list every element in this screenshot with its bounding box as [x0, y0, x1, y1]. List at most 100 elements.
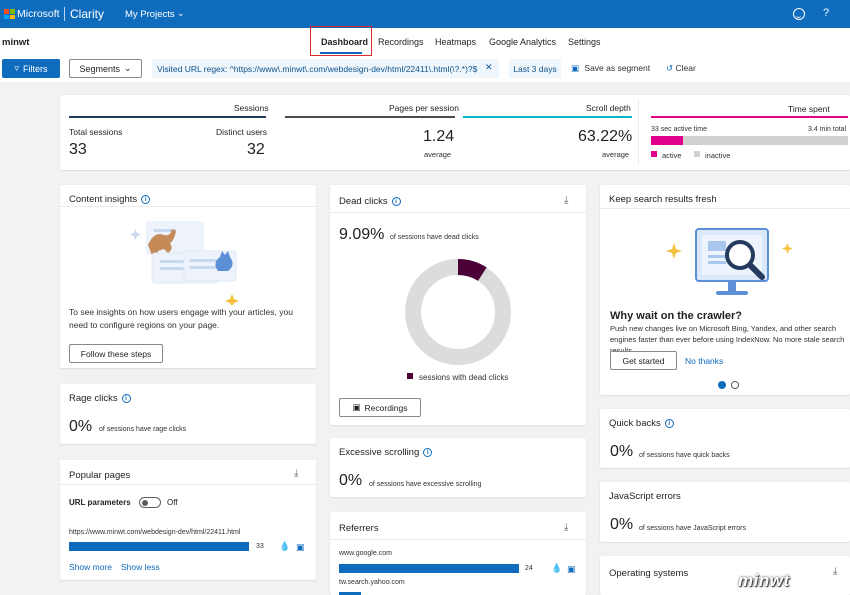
active-tab-indicator — [320, 52, 362, 54]
content-insights-text: To see insights on how users engage with… — [69, 307, 293, 330]
brand-label: Microsoft — [17, 8, 60, 20]
download-icon[interactable]: ⤓ — [833, 566, 838, 577]
scroll-depth-header: Scroll depth — [586, 103, 631, 113]
total-sessions-label: Total sessions — [69, 127, 123, 137]
divider — [600, 208, 850, 209]
close-icon[interactable]: ✕ — [485, 62, 493, 72]
tab-settings[interactable]: Settings — [568, 37, 601, 47]
popular-pages-card: Popular pages ⤓ URL parameters Off https… — [60, 460, 316, 580]
search-results-card: Keep search results fresh Why wait on th… — [600, 185, 850, 395]
quick-backs-value: 0% — [610, 443, 634, 460]
crawler-illustration — [666, 228, 793, 295]
no-thanks-link[interactable]: No thanks — [685, 356, 724, 366]
scroll-bar — [463, 116, 632, 118]
segments-button-label: Segments — [79, 63, 120, 74]
legend-swatch — [407, 373, 413, 379]
referrer-name[interactable]: www.google.com — [339, 550, 392, 557]
referrer-count: 24 — [525, 565, 533, 572]
info-icon[interactable]: i — [141, 194, 151, 204]
info-icon[interactable]: i — [423, 447, 433, 457]
video-icon: ▣ — [352, 402, 361, 412]
time-bar — [651, 116, 848, 118]
info-icon[interactable]: i — [664, 418, 674, 428]
quick-backs-title-text: Quick backs — [609, 418, 661, 429]
dead-clicks-donut — [405, 259, 511, 365]
total-time-label: 3.4 min total — [808, 126, 847, 133]
tab-heatmaps[interactable]: Heatmaps — [435, 37, 477, 47]
feedback-smiley-icon[interactable] — [793, 8, 805, 20]
info-icon[interactable]: i — [391, 196, 401, 206]
rage-clicks-sub: of sessions have rage clicks — [99, 426, 187, 433]
show-more-link[interactable]: Show more — [69, 562, 112, 572]
heatmap-drop-icon[interactable]: 💧 — [279, 541, 291, 551]
quick-backs-card: Quick backs i 0% of sessions have quick b… — [600, 409, 850, 468]
recording-video-icon[interactable]: ▣ — [567, 564, 576, 574]
sessions-bar — [69, 116, 266, 118]
carousel-dot-active[interactable] — [718, 381, 726, 389]
distinct-users-value: 32 — [247, 141, 265, 158]
legend-inactive-swatch — [694, 151, 700, 157]
excessive-scrolling-title: Excessive scrolling i — [339, 447, 433, 458]
tab-google-analytics[interactable]: Google Analytics — [489, 37, 557, 47]
dead-clicks-value: 9.09% — [339, 226, 385, 243]
javascript-errors-card: JavaScript errors 0% of sessions have Ja… — [600, 482, 850, 542]
recording-video-icon[interactable]: ▣ — [296, 542, 305, 552]
download-icon[interactable]: ⤓ — [564, 195, 569, 206]
undo-icon: ↺ — [666, 63, 674, 73]
active-time-label: 33 sec active time — [651, 126, 708, 133]
operating-systems-card: Operating systems ⤓ — [600, 556, 850, 595]
segments-button[interactable]: Segments ⌄ — [69, 59, 142, 78]
heatmap-drop-icon[interactable]: 💧 — [551, 563, 563, 573]
carousel-dot[interactable] — [731, 381, 739, 389]
dead-clicks-title-text: Dead clicks — [339, 196, 388, 207]
download-icon[interactable]: ⤓ — [564, 522, 569, 533]
highlight-box — [310, 26, 372, 56]
donut-dead-clicks-slice[interactable] — [458, 259, 487, 281]
show-less-link[interactable]: Show less — [121, 562, 160, 572]
get-started-button[interactable]: Get started — [610, 351, 677, 370]
content-insights-title-text: Content insights — [69, 194, 138, 205]
quick-backs-title: Quick backs i — [609, 418, 674, 429]
filters-button-label: Filters — [23, 63, 48, 74]
clear-label: Clear — [675, 63, 696, 73]
toggle-state-label: Off — [167, 498, 178, 507]
dead-clicks-legend: sessions with dead clicks — [419, 373, 509, 382]
popular-page-count: 33 — [256, 543, 264, 550]
brand-divider — [64, 7, 65, 21]
help-icon[interactable]: ? — [823, 7, 830, 19]
insights-illustration — [130, 221, 239, 305]
date-filter-chip[interactable]: Last 3 days — [509, 59, 561, 78]
divider — [330, 212, 586, 213]
save-segment-button[interactable]: ▣ Save as segment — [571, 63, 650, 74]
filter-icon: ▿ — [14, 63, 20, 73]
sessions-header: Sessions — [234, 103, 269, 113]
popular-page-url[interactable]: https://www.minwt.com/webdesign-dev/html… — [69, 529, 241, 536]
distinct-users-label: Distinct users — [216, 127, 268, 137]
content-insights-title: Content insights i — [69, 194, 151, 205]
tab-dashboard[interactable]: Dashboard — [321, 37, 369, 47]
operating-systems-title: Operating systems — [609, 568, 689, 579]
chevron-down-icon[interactable]: ⌄ — [177, 8, 185, 18]
download-icon[interactable]: ⤓ — [294, 468, 299, 479]
scroll-depth-sub: average — [602, 150, 630, 159]
clear-filters-button[interactable]: ↺ Clear — [666, 63, 696, 74]
summary-stats-card: Sessions Total sessions 33 Distinct user… — [60, 95, 850, 170]
divider — [638, 99, 639, 165]
rage-clicks-title: Rage clicks i — [69, 393, 131, 404]
referrers-card: Referrers ⤓ www.google.com 24 💧 ▣ tw.sea… — [330, 512, 586, 595]
quick-backs-sub: of sessions have quick backs — [639, 452, 730, 459]
product-label[interactable]: Clarity — [70, 7, 105, 21]
divider — [330, 539, 586, 540]
tab-recordings[interactable]: Recordings — [378, 37, 424, 47]
follow-steps-button[interactable]: Follow these steps — [69, 344, 163, 363]
info-icon[interactable]: i — [121, 393, 131, 403]
referrer-name[interactable]: tw.search.yahoo.com — [339, 579, 405, 586]
url-parameters-toggle[interactable] — [139, 497, 161, 508]
url-filter-chip[interactable]: Visited URL regex: ^https://www\.minwt\.… — [152, 59, 499, 78]
dead-clicks-recordings-button[interactable]: ▣ Recordings — [339, 398, 421, 417]
nav-bar: minwt Dashboard Recordings Heatmaps Goog… — [0, 28, 850, 56]
app-bar: Microsoft Clarity My Projects ⌄ ? — [0, 0, 850, 28]
filters-button[interactable]: ▿ Filters — [2, 59, 60, 78]
pages-per-session-header: Pages per session — [389, 103, 459, 113]
projects-menu[interactable]: My Projects — [125, 9, 175, 20]
